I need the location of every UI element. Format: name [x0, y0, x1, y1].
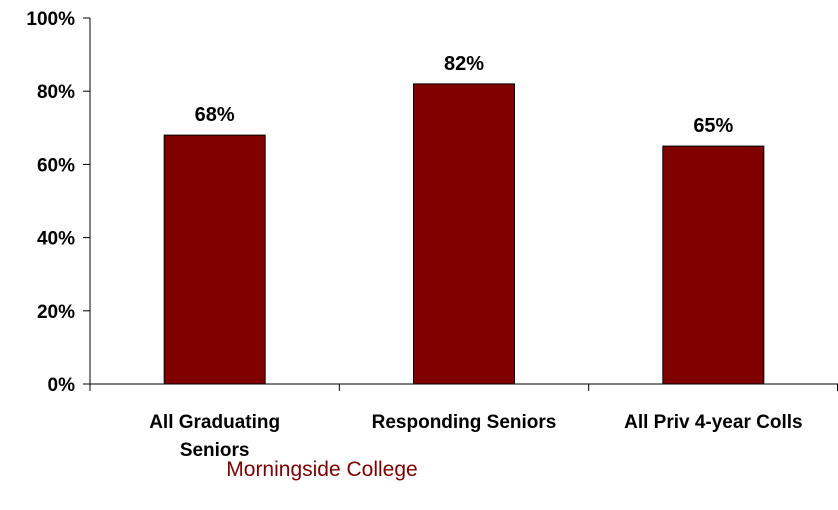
x-axis [89, 383, 838, 391]
y-axis: 0% 20% 40% 60% 80% 100% [26, 9, 91, 396]
y-tick-label: 100% [26, 9, 75, 30]
y-tick-label: 20% [37, 302, 75, 323]
x-tick-label: Responding Seniors [372, 412, 557, 433]
bar [163, 134, 266, 385]
bar [413, 83, 515, 385]
x-tick-label: Seniors [180, 440, 250, 461]
category-labels: All Graduating Seniors Responding Seniors A… [149, 412, 802, 461]
y-tick-label: 40% [37, 229, 75, 250]
bar [662, 145, 765, 385]
x-tick-label: All Priv 4-year Colls [624, 412, 802, 433]
y-tick-label: 80% [37, 82, 75, 103]
chart-footnote: Morningside College [226, 458, 417, 481]
data-labels: 68% 82% 65% [195, 53, 734, 137]
bars [163, 83, 765, 385]
y-tick-label: 0% [48, 375, 76, 396]
data-label: 82% [444, 53, 484, 75]
x-tick-label: All Graduating [149, 412, 280, 433]
data-label: 68% [195, 104, 235, 126]
data-label: 65% [693, 115, 733, 137]
y-tick-label: 60% [37, 155, 75, 176]
